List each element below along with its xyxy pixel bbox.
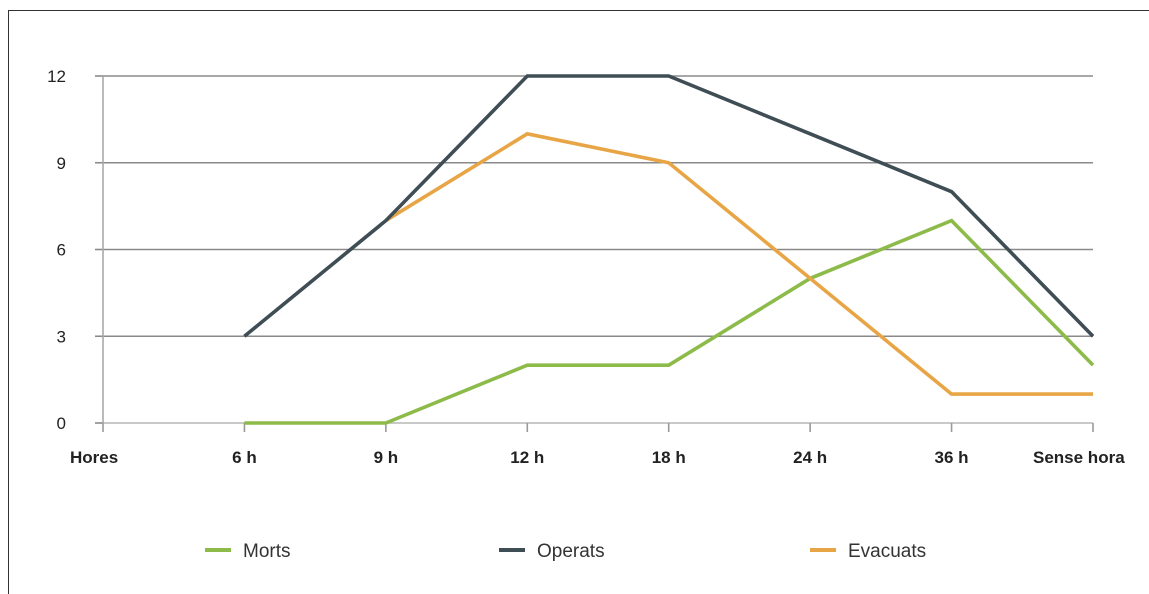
legend-label: Operats — [537, 541, 605, 562]
x-tick-label: Hores — [70, 448, 118, 467]
x-tick-label: Sense hora — [1033, 448, 1125, 467]
y-axis: 0 3 6 9 12 — [47, 67, 104, 433]
legend-label: Morts — [243, 541, 291, 562]
series-lines — [243, 74, 1095, 425]
y-tick-label: 6 — [57, 241, 66, 260]
legend-label: Evacuats — [848, 541, 926, 562]
x-tick-label: 6 h — [232, 448, 257, 467]
x-tick-label: 12 h — [510, 448, 544, 467]
legend-item-morts: Morts — [205, 541, 291, 562]
y-tick-label: 0 — [57, 414, 66, 433]
chart-frame — [8, 10, 1149, 594]
x-tick-label: 18 h — [652, 448, 686, 467]
y-tick-label: 12 — [47, 67, 66, 86]
x-tick-label: 9 h — [374, 448, 399, 467]
x-axis: Hores 6 h 9 h 12 h 18 h 24 h 36 h Sense hora — [70, 423, 1125, 467]
series-line-operats — [243, 74, 1095, 338]
legend-item-evacuats: Evacuats — [810, 541, 926, 562]
legend-item-operats: Operats — [499, 541, 605, 562]
series-line-evacuats — [384, 131, 1093, 396]
y-tick-label: 9 — [57, 154, 66, 173]
legend: Morts Operats Evacuats — [205, 541, 926, 562]
y-tick-label: 3 — [57, 327, 66, 346]
x-tick-label: 36 h — [935, 448, 969, 467]
grid-lines — [103, 75, 1093, 424]
x-tick-label: 24 h — [793, 448, 827, 467]
